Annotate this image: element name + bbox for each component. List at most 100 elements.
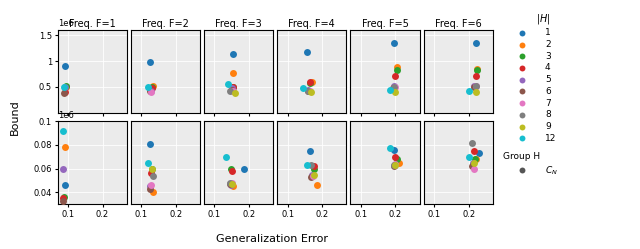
Text: 2: 2 xyxy=(545,40,550,49)
Point xyxy=(148,84,158,88)
Point xyxy=(307,173,317,177)
Point xyxy=(306,163,316,167)
Text: 3: 3 xyxy=(545,52,550,61)
Point xyxy=(228,185,239,188)
Point xyxy=(392,68,403,72)
Point xyxy=(148,190,158,194)
Point xyxy=(388,84,399,88)
Point xyxy=(470,73,481,77)
Point xyxy=(146,90,156,94)
Point xyxy=(58,167,68,171)
Point xyxy=(308,173,319,177)
Text: 1: 1 xyxy=(545,28,550,37)
Point xyxy=(147,167,157,171)
Point xyxy=(390,73,401,77)
Point xyxy=(146,89,156,93)
Point xyxy=(226,167,236,171)
Point xyxy=(306,175,316,179)
Point xyxy=(59,91,69,95)
Point xyxy=(470,84,481,88)
Point xyxy=(388,85,399,89)
Text: $C_N$: $C_N$ xyxy=(545,164,558,177)
Point xyxy=(305,149,316,153)
Point xyxy=(143,161,153,165)
Text: 4: 4 xyxy=(545,63,550,72)
Point xyxy=(307,174,317,178)
Point xyxy=(388,163,399,167)
Point xyxy=(298,86,308,90)
Point xyxy=(239,167,249,171)
Point xyxy=(463,155,474,159)
Point xyxy=(60,90,70,94)
Point xyxy=(146,171,156,175)
Point xyxy=(228,71,239,75)
Point xyxy=(387,86,397,90)
Point xyxy=(468,84,479,88)
Point xyxy=(227,181,237,185)
Point xyxy=(147,167,157,171)
Point xyxy=(467,164,477,168)
Point xyxy=(58,196,68,200)
Point xyxy=(392,65,403,69)
Text: Generalization Error: Generalization Error xyxy=(216,234,328,244)
Text: Bound: Bound xyxy=(10,99,20,135)
Point xyxy=(58,199,68,203)
Point xyxy=(227,169,237,173)
Point xyxy=(468,161,479,165)
Point xyxy=(305,81,316,85)
Point xyxy=(225,182,235,186)
Point xyxy=(221,155,232,159)
Point xyxy=(390,90,401,94)
Point xyxy=(145,187,155,191)
Point xyxy=(226,183,236,187)
Point xyxy=(390,162,401,166)
Point xyxy=(145,142,155,146)
Point xyxy=(392,157,403,161)
Point xyxy=(230,91,240,95)
Point xyxy=(145,185,156,188)
Point xyxy=(390,155,401,159)
Point xyxy=(468,167,479,171)
Point xyxy=(474,151,484,155)
Point xyxy=(60,145,70,149)
Point xyxy=(307,80,317,84)
Point xyxy=(468,161,478,165)
Point xyxy=(61,84,71,88)
Point xyxy=(308,164,319,168)
Text: 12: 12 xyxy=(545,134,556,143)
Point xyxy=(147,85,157,89)
Point xyxy=(148,174,158,178)
Text: 1e6: 1e6 xyxy=(58,19,74,28)
Point xyxy=(390,85,401,89)
Point xyxy=(303,89,313,93)
Point xyxy=(472,67,483,71)
Title: Freq. F=3: Freq. F=3 xyxy=(215,19,262,29)
Title: Freq. F=4: Freq. F=4 xyxy=(289,19,335,29)
Point xyxy=(59,85,69,89)
Point xyxy=(312,183,322,187)
Point xyxy=(61,85,71,89)
Text: 1e6: 1e6 xyxy=(58,111,74,120)
Point xyxy=(470,157,480,161)
Text: 9: 9 xyxy=(545,122,550,131)
Point xyxy=(145,89,156,93)
Point xyxy=(385,146,396,150)
Point xyxy=(390,163,401,167)
Point xyxy=(301,50,312,54)
Point xyxy=(60,85,70,89)
Point xyxy=(228,89,239,93)
Point xyxy=(467,140,477,144)
Point xyxy=(147,86,157,90)
Point xyxy=(228,52,239,56)
Point xyxy=(223,82,234,86)
Title: Freq. F=6: Freq. F=6 xyxy=(435,19,482,29)
Point xyxy=(228,85,239,89)
Text: $|H|$: $|H|$ xyxy=(536,12,551,26)
Point xyxy=(303,89,314,93)
Text: 6: 6 xyxy=(545,87,550,96)
Point xyxy=(463,89,474,93)
Point xyxy=(60,64,70,68)
Point xyxy=(390,163,400,167)
Point xyxy=(305,89,316,93)
Text: 7: 7 xyxy=(545,99,550,108)
